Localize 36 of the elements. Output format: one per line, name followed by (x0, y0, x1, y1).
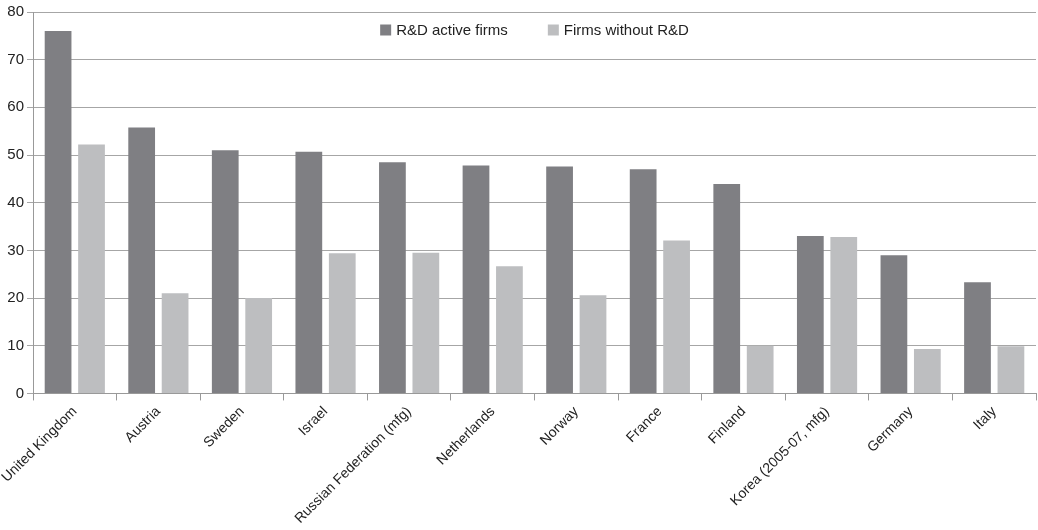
bar (462, 165, 490, 393)
bar (880, 255, 908, 393)
y-tick-label: 40 (7, 192, 25, 210)
bar (830, 237, 858, 393)
bar (44, 31, 72, 393)
bar (964, 282, 991, 393)
bar (412, 252, 440, 393)
bar (328, 253, 356, 393)
bar (295, 151, 323, 393)
legend-label: R&D active firms (396, 21, 508, 39)
bar (913, 349, 941, 393)
y-tick-label: 30 (7, 240, 25, 258)
y-tick-label: 20 (7, 288, 25, 306)
y-tick-label: 80 (7, 2, 25, 20)
y-tick-label: 10 (7, 335, 25, 353)
y-tick-label: 70 (7, 49, 25, 67)
y-tick-label: 0 (15, 383, 25, 401)
bar (245, 298, 273, 393)
bar (997, 346, 1025, 393)
bar (128, 127, 156, 393)
bar (796, 236, 824, 393)
bar (629, 169, 657, 393)
y-tick-label: 50 (7, 145, 25, 163)
bar (496, 266, 523, 393)
bar (579, 295, 607, 393)
x-tick-label: Italy (969, 402, 1000, 433)
bar (746, 345, 774, 393)
y-tick-label: 60 (7, 97, 25, 115)
legend-label: Firms without R&D (563, 21, 690, 39)
bar (546, 166, 573, 393)
bar (379, 162, 406, 393)
bar (211, 150, 239, 393)
bar (78, 144, 105, 393)
bar (663, 240, 690, 393)
bar (161, 293, 189, 393)
bar (713, 184, 741, 393)
